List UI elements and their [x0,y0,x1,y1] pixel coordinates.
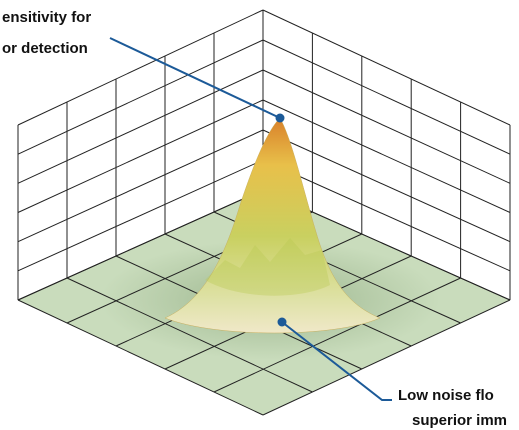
callout-dot [278,318,287,327]
grid-line [263,40,510,154]
grid-line [18,40,263,154]
grid-line [18,70,263,183]
callout-text: ensitivity for [2,9,91,26]
callout-dot [276,114,285,123]
page: ensitivity for or detection Low noise fl… [0,0,519,430]
grid-line [263,10,510,125]
grid-line [18,100,263,213]
callout-text: superior imm [412,412,507,429]
illustration: ensitivity for or detection Low noise fl… [0,0,519,430]
callout-line [110,38,280,118]
callout-text: Low noise flo [398,387,494,404]
callout-text: or detection [2,40,88,57]
grid-line [18,10,263,125]
grid-line [263,70,510,183]
